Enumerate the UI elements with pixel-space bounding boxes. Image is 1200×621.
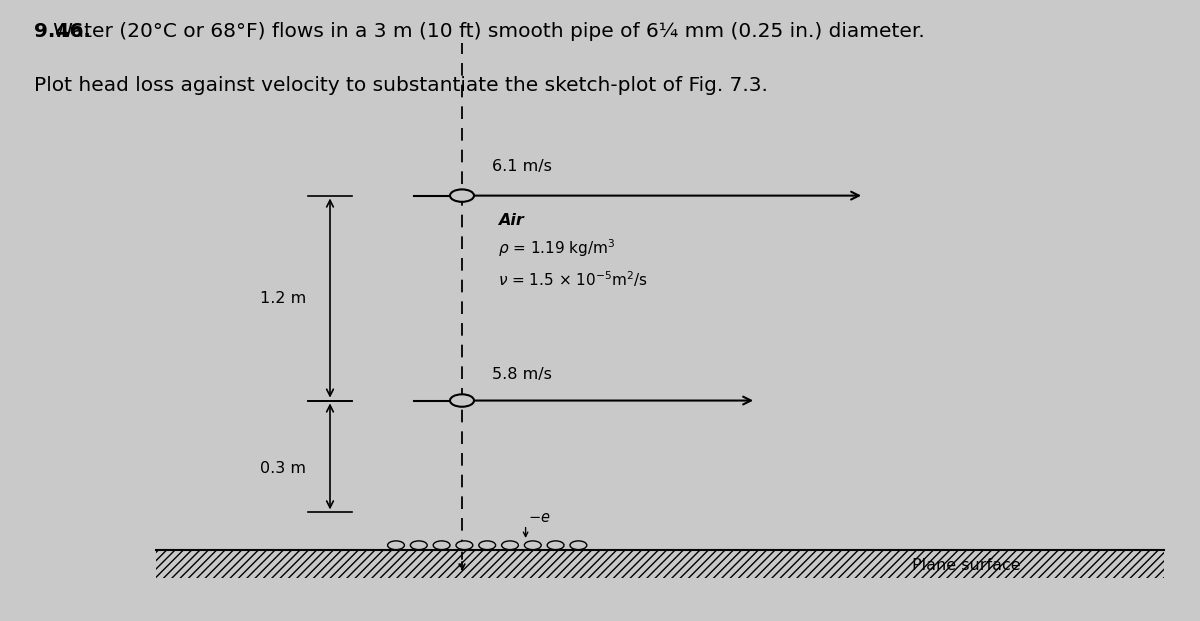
Text: Water (20°C or 68°F) flows in a 3 m (10 ft) smooth pipe of 6¼ mm (0.25 in.) diam: Water (20°C or 68°F) flows in a 3 m (10 …	[34, 22, 924, 41]
Text: $\rho$ = 1.19 kg/m$^3$: $\rho$ = 1.19 kg/m$^3$	[498, 238, 616, 259]
Circle shape	[456, 541, 473, 550]
Circle shape	[502, 541, 518, 550]
Text: Air: Air	[498, 213, 523, 228]
Circle shape	[450, 189, 474, 202]
Text: 5.8 m/s: 5.8 m/s	[492, 367, 552, 382]
Circle shape	[433, 541, 450, 550]
Text: 1.2 m: 1.2 m	[259, 291, 306, 306]
Circle shape	[479, 541, 496, 550]
Text: 0.3 m: 0.3 m	[260, 461, 306, 476]
Text: 9.46.: 9.46.	[34, 22, 90, 41]
Text: $\nu$ = 1.5 $\times$ 10$^{-5}$m$^2$/s: $\nu$ = 1.5 $\times$ 10$^{-5}$m$^2$/s	[498, 270, 648, 289]
Text: $-e$: $-e$	[528, 510, 551, 525]
Circle shape	[570, 541, 587, 550]
Bar	[156, 550, 1164, 578]
Circle shape	[524, 541, 541, 550]
Circle shape	[388, 541, 404, 550]
Text: Plot head loss against velocity to substantiate the sketch-plot of Fig. 7.3.: Plot head loss against velocity to subst…	[34, 76, 768, 95]
Text: Plane surface: Plane surface	[912, 558, 1021, 573]
Circle shape	[410, 541, 427, 550]
Text: 6.1 m/s: 6.1 m/s	[492, 159, 552, 174]
Circle shape	[450, 394, 474, 407]
Circle shape	[547, 541, 564, 550]
